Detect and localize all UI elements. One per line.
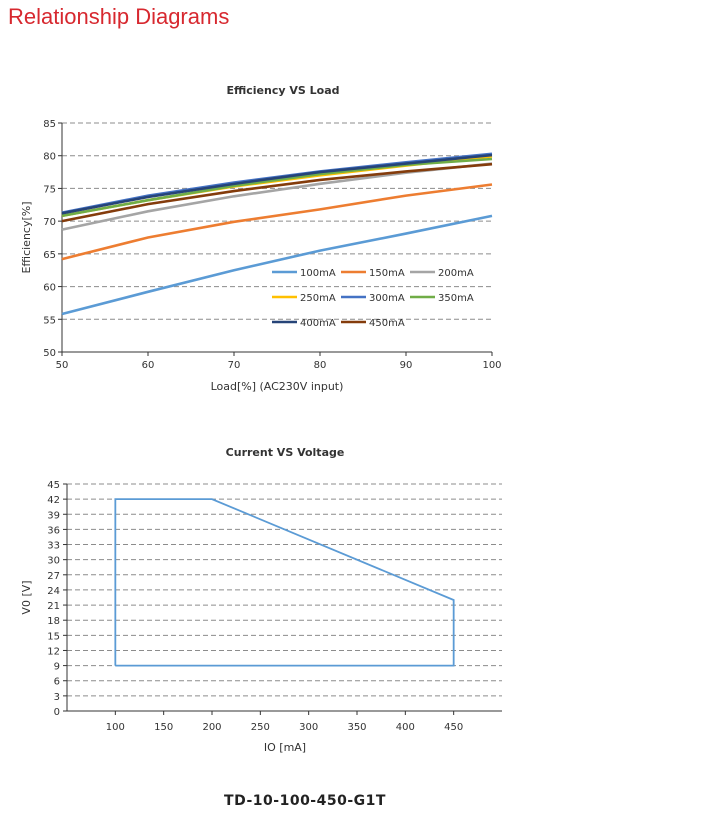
chart-title: Current VS Voltage — [226, 446, 345, 459]
chart-title: Efficiency VS Load — [226, 84, 339, 97]
y-axis-label: V0 [V] — [20, 580, 33, 614]
legend-label-350mA: 350mA — [438, 293, 474, 304]
y-tick-label: 55 — [43, 315, 56, 326]
x-tick-label: 90 — [400, 360, 413, 371]
y-tick-label: 85 — [43, 119, 56, 130]
y-tick-label: 15 — [47, 631, 60, 642]
y-tick-label: 18 — [47, 616, 60, 627]
x-tick-label: 100 — [106, 722, 125, 733]
y-tick-label: 42 — [47, 495, 60, 506]
y-tick-label: 24 — [47, 586, 60, 597]
operating-window-line — [114, 498, 455, 667]
y-tick-label: 27 — [47, 571, 60, 582]
x-tick-label: 100 — [482, 360, 501, 371]
y-tick-label: 33 — [47, 541, 60, 552]
y-tick-label: 30 — [47, 556, 60, 567]
y-tick-label: 3 — [54, 692, 60, 703]
x-tick-label: 150 — [154, 722, 173, 733]
y-tick-label: 65 — [43, 250, 56, 261]
x-axis-label: Load[%] (AC230V input) — [211, 380, 344, 393]
y-tick-label: 70 — [43, 217, 56, 228]
legend-label-250mA: 250mA — [300, 293, 336, 304]
x-tick-label: 250 — [251, 722, 270, 733]
y-axis-label: Efficiency[%] — [20, 201, 33, 273]
x-tick-label: 200 — [202, 722, 221, 733]
y-tick-label: 45 — [47, 480, 60, 491]
legend-label-100mA: 100mA — [300, 268, 336, 279]
y-tick-label: 9 — [54, 662, 60, 673]
x-axis-label: IO [mA] — [264, 741, 306, 754]
x-tick-label: 70 — [228, 360, 241, 371]
legend-label-150mA: 150mA — [369, 268, 405, 279]
x-tick-label: 60 — [142, 360, 155, 371]
series-line-400mA — [61, 153, 493, 215]
y-tick-label: 0 — [54, 707, 60, 718]
y-tick-label: 75 — [43, 184, 56, 195]
y-tick-label: 12 — [47, 646, 60, 657]
legend-label-450mA: 450mA — [369, 318, 405, 329]
y-tick-label: 21 — [47, 601, 60, 612]
x-tick-label: 350 — [347, 722, 366, 733]
legend-label-300mA: 300mA — [369, 293, 405, 304]
x-tick-label: 80 — [314, 360, 327, 371]
efficiency-vs-load-chart: Efficiency VS Load 50 55 60 65 70 75 80 85 50 60 70… — [20, 84, 502, 393]
series-line-150mA — [61, 183, 493, 261]
y-tick-label: 80 — [43, 152, 56, 163]
model-name: TD-10-100-450-G1T — [224, 793, 386, 809]
x-tick-label: 50 — [56, 360, 69, 371]
y-tick-label: 36 — [47, 525, 60, 536]
page-title: Relationship Diagrams — [8, 4, 230, 29]
x-tick-label: 450 — [444, 722, 463, 733]
x-tick-label: 300 — [299, 722, 318, 733]
series-line-100mA — [61, 214, 493, 316]
legend-label-200mA: 200mA — [438, 268, 474, 279]
y-tick-label: 60 — [43, 283, 56, 294]
series-line-450mA — [61, 162, 493, 223]
y-tick-label: 50 — [43, 348, 56, 359]
x-tick-label: 400 — [396, 722, 415, 733]
legend-label-400mA: 400mA — [300, 318, 336, 329]
y-tick-label: 39 — [47, 510, 60, 521]
y-tick-label: 6 — [54, 677, 60, 688]
series-line-350mA — [61, 157, 493, 218]
